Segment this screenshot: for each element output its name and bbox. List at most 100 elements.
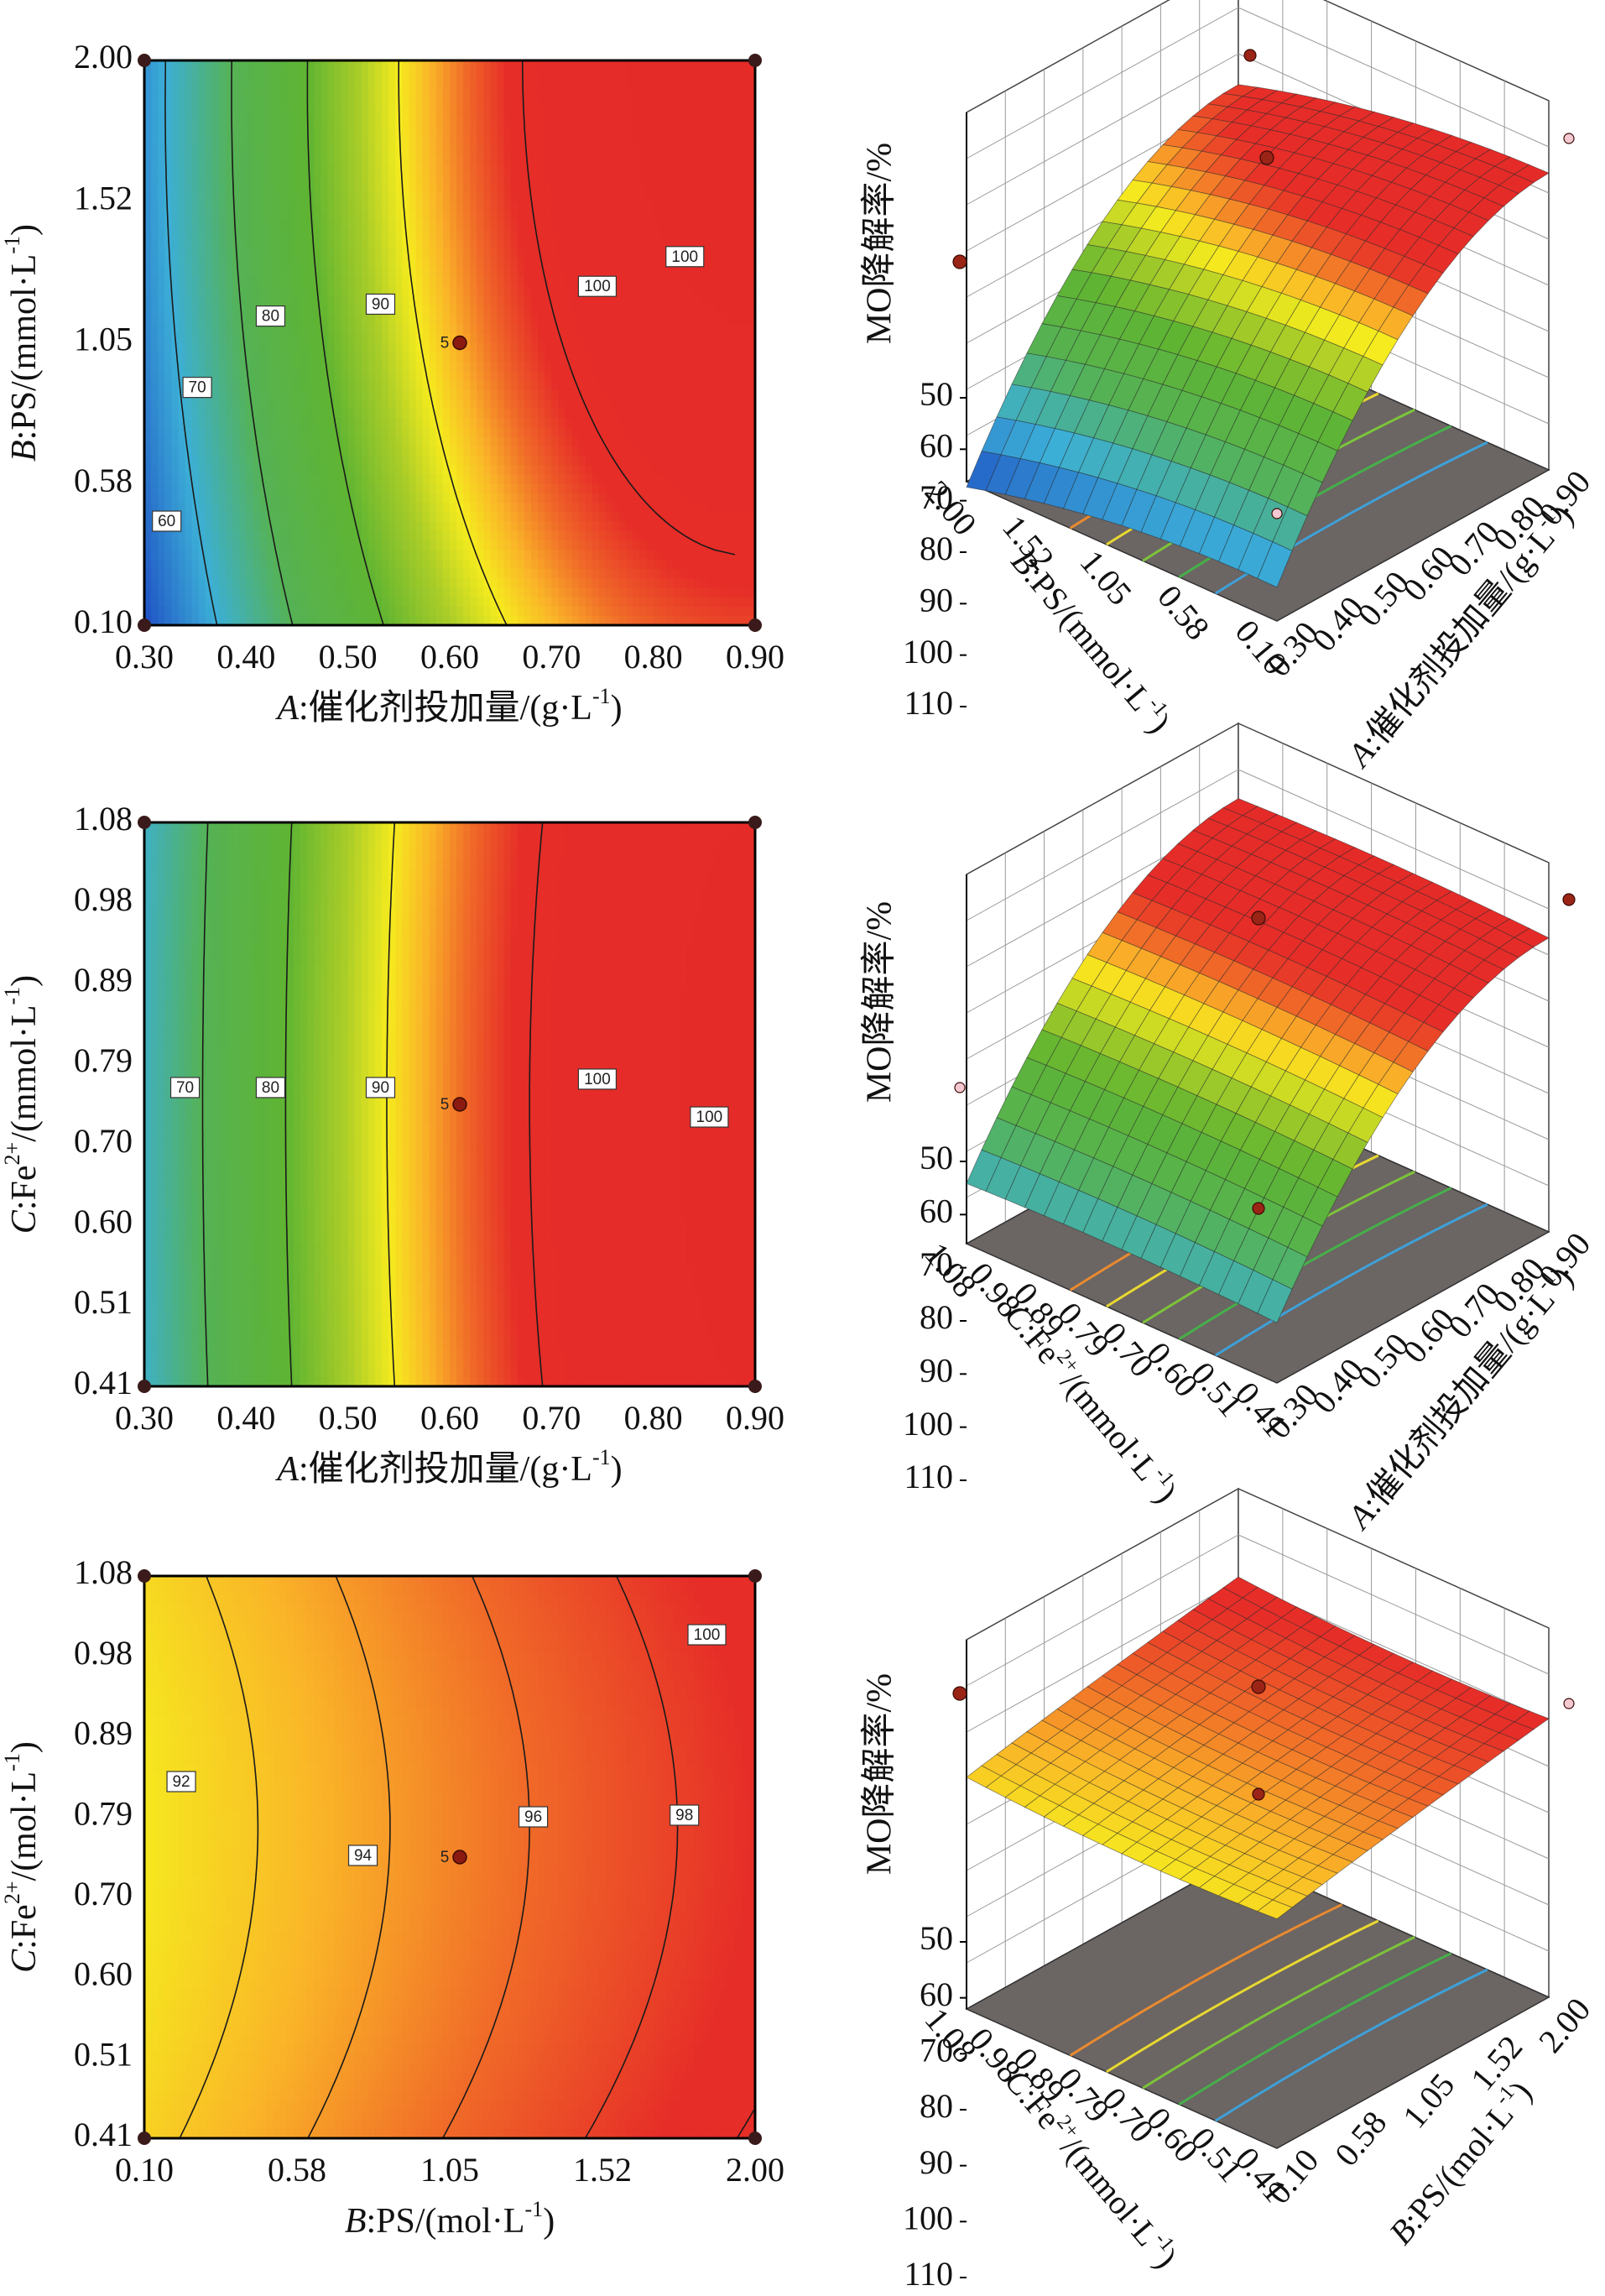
heat-cell xyxy=(531,503,539,514)
heat-cell xyxy=(279,144,288,155)
heat-cell xyxy=(591,577,600,588)
heat-cell xyxy=(361,342,369,353)
heat-cell xyxy=(565,239,573,250)
heat-cell xyxy=(151,258,159,269)
heat-cell xyxy=(178,503,186,514)
heat-cell xyxy=(551,483,560,494)
heat-cell xyxy=(626,352,634,363)
heat-cell xyxy=(347,371,356,382)
heat-cell xyxy=(565,117,573,128)
heat-cell xyxy=(585,559,593,570)
heat-cell xyxy=(558,117,566,128)
heat-cell xyxy=(422,493,430,504)
heat-cell xyxy=(144,352,152,363)
heat-cell xyxy=(415,465,424,476)
heat-cell xyxy=(653,577,661,588)
heat-cell xyxy=(279,503,288,514)
heat-cell xyxy=(606,248,613,259)
heat-cell xyxy=(144,456,152,467)
heat-cell xyxy=(151,201,159,212)
heat-cell xyxy=(382,192,389,203)
heat-cell xyxy=(503,493,512,504)
heat-cell xyxy=(701,615,709,625)
heat-cell xyxy=(367,144,376,155)
heat-cell xyxy=(300,276,308,287)
heat-cell xyxy=(442,521,451,532)
heat-cell xyxy=(279,436,288,447)
heat-cell xyxy=(226,409,233,420)
heat-cell xyxy=(598,201,607,212)
heat-cell xyxy=(531,342,539,353)
heat-cell xyxy=(314,135,322,146)
heat-cell xyxy=(375,399,383,410)
heat-cell xyxy=(191,314,200,325)
heat-cell xyxy=(246,530,254,541)
heat-cell xyxy=(565,389,573,400)
heat-cell xyxy=(558,474,566,485)
heat-cell xyxy=(442,117,451,128)
heat-cell xyxy=(477,493,485,504)
heat-cell xyxy=(314,239,322,250)
heat-cell xyxy=(273,164,281,175)
heat-cell xyxy=(463,267,472,278)
heat-cell xyxy=(259,456,268,467)
heat-cell xyxy=(409,248,417,259)
heat-cell xyxy=(382,530,389,541)
heat-cell xyxy=(503,465,512,476)
heat-cell xyxy=(218,436,227,447)
heat-cell xyxy=(470,503,478,514)
heat-cell xyxy=(218,135,227,146)
heat-cell xyxy=(253,530,261,541)
heat-cell xyxy=(232,587,241,598)
heat-cell xyxy=(470,79,478,90)
heat-cell xyxy=(218,446,227,457)
heat-cell xyxy=(286,70,294,81)
heat-cell xyxy=(558,97,566,108)
heat-cell xyxy=(503,220,512,231)
heat-cell xyxy=(402,380,410,391)
heat-cell xyxy=(375,474,383,485)
heat-cell xyxy=(314,248,322,259)
heat-cell xyxy=(402,465,410,476)
heat-cell xyxy=(585,606,593,617)
heat-cell xyxy=(334,192,342,203)
heat-cell xyxy=(334,483,342,494)
heat-cell xyxy=(327,182,336,193)
heat-cell xyxy=(402,333,410,344)
heat-cell xyxy=(307,371,315,382)
heat-cell xyxy=(211,409,220,420)
heat-cell xyxy=(551,521,560,532)
heat-cell xyxy=(435,258,444,269)
heat-cell xyxy=(293,60,301,71)
heat-cell xyxy=(279,220,288,231)
heat-cell xyxy=(307,276,315,287)
heat-cell xyxy=(144,474,152,485)
heat-cell xyxy=(687,135,695,146)
heat-cell xyxy=(205,436,213,447)
heat-cell xyxy=(246,70,254,81)
heat-cell xyxy=(483,201,492,212)
heat-cell xyxy=(565,144,573,155)
heat-cell xyxy=(354,577,362,588)
heat-cell xyxy=(435,88,444,99)
heat-cell xyxy=(307,409,315,420)
heat-cell xyxy=(191,211,200,222)
heat-cell xyxy=(347,164,356,175)
heat-cell xyxy=(571,107,580,118)
heat-cell xyxy=(211,286,220,297)
heat-cell xyxy=(164,314,173,325)
heat-cell xyxy=(517,597,525,608)
heat-cell xyxy=(450,182,457,193)
heat-cell xyxy=(253,267,261,278)
heat-cell xyxy=(463,577,472,588)
heat-cell xyxy=(538,493,546,504)
heat-cell xyxy=(218,361,227,372)
heat-cell xyxy=(300,267,308,278)
heat-cell xyxy=(382,409,389,420)
heat-cell xyxy=(144,126,152,137)
heat-cell xyxy=(246,540,254,551)
heat-cell xyxy=(253,135,261,146)
heat-cell xyxy=(591,465,600,476)
heat-cell xyxy=(585,248,593,259)
heat-cell xyxy=(171,530,180,541)
